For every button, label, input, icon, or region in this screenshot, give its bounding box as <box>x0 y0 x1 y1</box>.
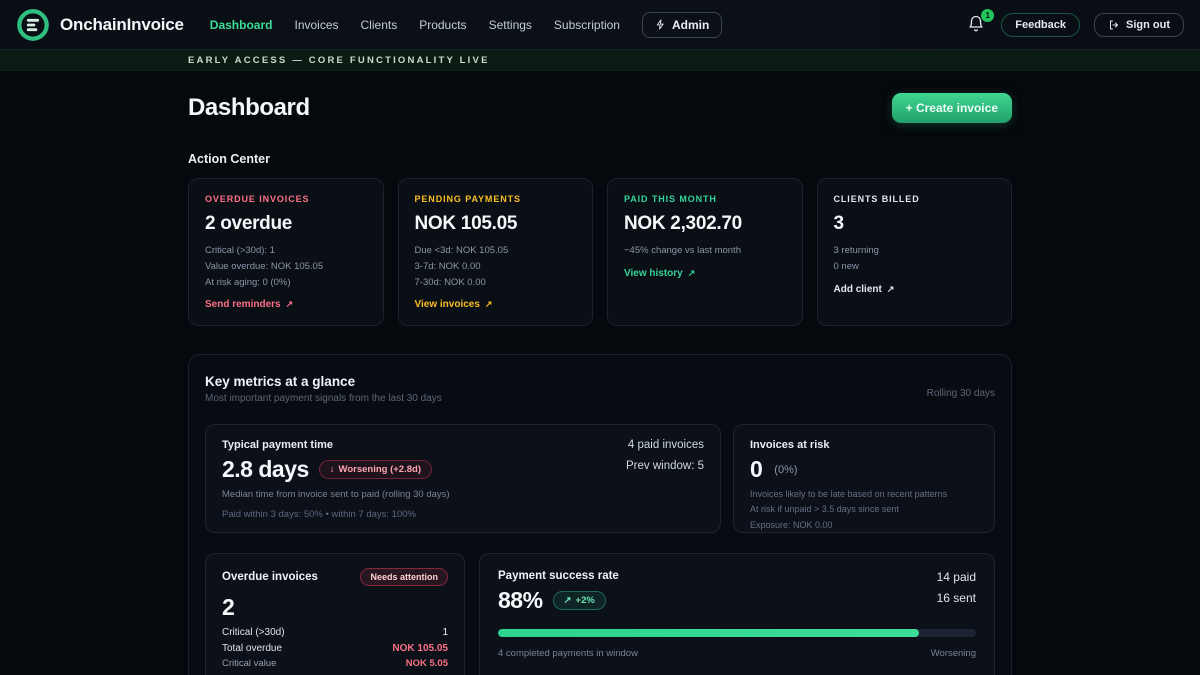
typical-payment-time-card: Typical payment time 2.8 days ↓ Worsenin… <box>205 424 721 534</box>
early-access-banner-text: EARLY ACCESS — CORE FUNCTIONALITY LIVE <box>188 54 490 66</box>
overdue-row-total: Total overdue NOK 105.05 <box>222 642 448 654</box>
sign-out-icon <box>1108 19 1120 31</box>
notification-count-badge: 1 <box>981 8 995 22</box>
payment-time-value: 2.8 days <box>222 456 309 483</box>
prev-window-count: Prev window: 5 <box>626 460 704 473</box>
sign-out-button[interactable]: Sign out <box>1094 12 1184 37</box>
main-content: Dashboard + Create invoice Action Center… <box>188 93 1012 675</box>
page-title: Dashboard <box>188 94 310 121</box>
nav-item-dashboard[interactable]: Dashboard <box>209 17 273 32</box>
worsening-trend-badge: ↓ Worsening (+2.8d) <box>318 460 432 480</box>
card-value: 2 overdue <box>205 213 293 234</box>
top-navigation-bar: OnchainInvoice Dashboard Invoices Client… <box>0 0 1200 50</box>
payment-time-detail: Paid within 3 days: 50% • within 7 days:… <box>222 509 416 521</box>
completed-payments-note: 4 completed payments in window <box>498 648 638 660</box>
main-nav: Dashboard Invoices Clients Products Sett… <box>210 18 620 32</box>
nav-item-products[interactable]: Products <box>419 17 467 32</box>
app-logo-icon <box>16 8 50 42</box>
external-link-icon: ↗ <box>285 299 294 310</box>
feedback-button[interactable]: Feedback <box>1001 12 1080 37</box>
paid-invoices-count: 4 paid invoices <box>627 439 704 452</box>
card-line: Critical (>30d): 1 <box>205 245 275 256</box>
brand-name: OnchainInvoice <box>60 14 184 34</box>
success-rate-progress-track <box>498 629 976 638</box>
card-label: OVERDUE INVOICES <box>205 194 310 204</box>
overdue-invoices-card: OVERDUE INVOICES 2 overdue Critical (>30… <box>188 178 384 327</box>
card-line: Due <3d: NOK 105.05 <box>414 245 509 256</box>
early-access-banner: EARLY ACCESS — CORE FUNCTIONALITY LIVE <box>0 50 1200 71</box>
pending-payments-card: PENDING PAYMENTS NOK 105.05 Due <3d: NOK… <box>397 178 593 327</box>
at-risk-percent: (0%) <box>774 463 798 476</box>
bell-icon <box>967 15 987 33</box>
metrics-title: Key metrics at a glance <box>205 374 356 390</box>
card-line: Value overdue: NOK 105.05 <box>205 260 324 272</box>
brand-logo-group[interactable]: OnchainInvoice <box>16 8 184 42</box>
trend-direction-note: Worsening <box>930 648 976 660</box>
admin-button-label: Admin <box>671 17 710 32</box>
feedback-button-label: Feedback <box>1015 18 1066 31</box>
card-line: 7-30d: NOK 0.00 <box>414 276 486 288</box>
card-label: PENDING PAYMENTS <box>414 194 521 204</box>
topbar-right-group: 1 Feedback Sign out <box>967 8 1184 37</box>
nav-item-subscription[interactable]: Subscription <box>553 17 620 32</box>
card-line: −45% change vs last month <box>624 245 741 256</box>
payment-time-description: Median time from invoice sent to paid (r… <box>222 489 450 501</box>
overdue-count-value: 2 <box>222 594 235 621</box>
sign-out-label: Sign out <box>1126 18 1170 31</box>
card-label: CLIENTS BILLED <box>833 194 920 204</box>
external-link-icon: ↗ <box>687 267 696 278</box>
overdue-invoices-metric-card: Overdue invoices Needs attention 2 Criti… <box>205 553 465 675</box>
metric-title: Typical payment time <box>222 439 334 452</box>
lightning-icon <box>655 19 666 30</box>
metrics-window-label: Rolling 30 days <box>926 388 995 400</box>
view-invoices-link[interactable]: View invoices ↗ <box>414 299 493 311</box>
metric-title: Overdue invoices <box>222 571 318 584</box>
at-risk-line: Exposure: NOK 0.00 <box>750 519 833 530</box>
metrics-subtitle: Most important payment signals from the … <box>205 393 442 405</box>
action-center-cards: OVERDUE INVOICES 2 overdue Critical (>30… <box>188 178 1012 327</box>
add-client-link[interactable]: Add client ↗ <box>833 283 895 295</box>
metric-title: Invoices at risk <box>750 439 830 452</box>
at-risk-line: At risk if unpaid > 3.5 days since sent <box>750 504 899 515</box>
overdue-row-critical: Critical (>30d) 1 <box>222 627 448 639</box>
at-risk-value: 0 <box>750 456 763 483</box>
success-rate-value: 88% <box>498 587 543 614</box>
card-line: 0 new <box>833 260 859 272</box>
clients-billed-card: CLIENTS BILLED 3 3 returning 0 new Add c… <box>816 178 1012 327</box>
invoices-at-risk-card: Invoices at risk 0 (0%) Invoices likely … <box>733 424 995 534</box>
card-line: 3-7d: NOK 0.00 <box>414 260 481 272</box>
external-link-icon: ↗ <box>484 299 493 310</box>
card-value: NOK 2,302.70 <box>624 213 742 234</box>
trend-up-icon: ↗ <box>563 595 572 607</box>
nav-item-settings[interactable]: Settings <box>488 17 532 32</box>
paid-this-month-card: PAID THIS MONTH NOK 2,302.70 −45% change… <box>607 178 803 327</box>
create-invoice-button[interactable]: + Create invoice <box>891 93 1012 123</box>
notifications-bell[interactable]: 1 <box>967 8 995 35</box>
admin-button[interactable]: Admin <box>641 11 723 38</box>
overdue-row-critical-value: Critical value NOK 5.05 <box>222 658 448 670</box>
action-center-label: Action Center <box>188 152 270 166</box>
send-reminders-link[interactable]: Send reminders ↗ <box>205 299 294 311</box>
card-value: NOK 105.05 <box>414 213 518 234</box>
card-line: At risk aging: 0 (0%) <box>205 276 291 288</box>
paid-count-label: 14 paid <box>936 570 976 585</box>
card-line: 3 returning <box>833 245 879 256</box>
at-risk-line: Invoices likely to be late based on rece… <box>750 488 948 499</box>
needs-attention-badge: Needs attention <box>360 568 448 587</box>
sent-count-label: 16 sent <box>936 591 976 606</box>
improving-trend-badge: ↗ +2% <box>552 591 606 611</box>
key-metrics-panel: Key metrics at a glance Most important p… <box>188 354 1012 675</box>
card-value: 3 <box>833 213 845 234</box>
success-rate-progress-fill <box>498 629 919 638</box>
payment-success-rate-card: Payment success rate 88% ↗ +2% 14 paid 1… <box>479 553 995 675</box>
metric-title: Payment success rate <box>498 570 619 583</box>
external-link-icon: ↗ <box>886 283 895 294</box>
card-label: PAID THIS MONTH <box>624 194 717 204</box>
nav-item-clients[interactable]: Clients <box>360 17 398 32</box>
nav-item-invoices[interactable]: Invoices <box>294 17 339 32</box>
trend-down-icon: ↓ <box>329 464 335 476</box>
view-history-link[interactable]: View history ↗ <box>624 267 696 279</box>
